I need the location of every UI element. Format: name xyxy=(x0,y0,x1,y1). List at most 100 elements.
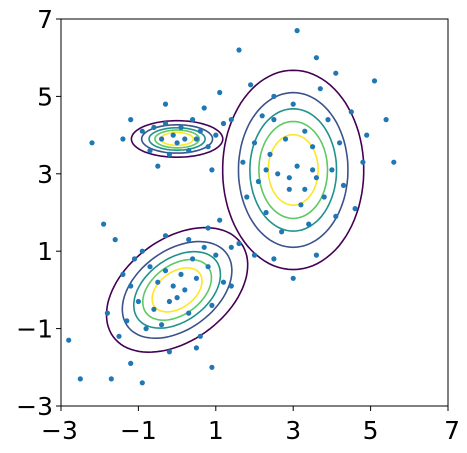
contour-line xyxy=(154,129,201,149)
data-point xyxy=(162,120,169,127)
data-point xyxy=(186,237,192,243)
data-point xyxy=(205,264,211,270)
data-point xyxy=(205,144,211,150)
contour-line xyxy=(249,107,338,232)
data-point xyxy=(197,128,203,134)
data-point xyxy=(108,376,114,382)
data-point xyxy=(120,271,126,277)
x-tick-label: 3 xyxy=(285,416,301,445)
data-point xyxy=(240,159,246,165)
data-point xyxy=(143,326,149,332)
data-point xyxy=(340,182,347,188)
data-point xyxy=(286,175,292,181)
data-point xyxy=(310,144,316,150)
data-point xyxy=(209,364,215,370)
data-point xyxy=(151,306,157,312)
data-point xyxy=(251,140,258,146)
data-point xyxy=(313,175,319,181)
data-point xyxy=(364,132,370,138)
data-point xyxy=(220,279,227,285)
data-point xyxy=(135,298,141,305)
data-point xyxy=(290,275,296,281)
contour-line xyxy=(148,127,206,151)
x-tick-label: −3 xyxy=(41,416,78,445)
data-point xyxy=(182,287,188,293)
data-point xyxy=(302,128,308,134)
data-point xyxy=(193,136,199,142)
data-point xyxy=(321,194,327,200)
data-point xyxy=(147,148,153,154)
data-point xyxy=(228,117,234,123)
data-point xyxy=(162,233,169,239)
x-tick-label: 7 xyxy=(444,416,460,445)
data-point xyxy=(178,124,184,130)
data-point xyxy=(228,244,234,250)
x-tick-label: 5 xyxy=(363,416,379,445)
data-point xyxy=(197,333,203,339)
data-point xyxy=(228,283,234,289)
data-point xyxy=(251,252,258,258)
y-tick-label: −3 xyxy=(16,392,53,421)
data-point xyxy=(201,244,207,250)
data-point xyxy=(166,151,172,157)
contour-line xyxy=(105,226,249,354)
data-point xyxy=(236,240,242,247)
contour-line xyxy=(142,258,213,322)
data-point xyxy=(162,101,169,107)
data-point xyxy=(310,167,316,173)
data-point xyxy=(139,380,145,386)
data-point xyxy=(186,148,192,154)
data-point xyxy=(201,105,207,111)
data-point xyxy=(236,47,242,53)
data-point xyxy=(333,70,339,76)
data-point xyxy=(282,136,289,142)
data-point xyxy=(371,78,378,84)
data-point xyxy=(263,167,269,173)
data-point xyxy=(159,136,165,142)
data-point xyxy=(391,159,397,165)
data-point xyxy=(116,333,122,339)
data-point xyxy=(174,140,180,146)
data-point xyxy=(217,89,223,96)
data-point xyxy=(294,163,300,169)
contour-line xyxy=(133,250,222,329)
data-point xyxy=(66,337,72,343)
data-point xyxy=(209,167,215,173)
data-point xyxy=(155,279,161,285)
contour-line xyxy=(121,240,233,340)
data-point xyxy=(174,295,180,301)
x-tick-label: 1 xyxy=(208,416,224,445)
data-point xyxy=(166,298,172,305)
contour-line xyxy=(237,91,349,249)
data-points xyxy=(66,28,397,386)
data-point xyxy=(151,124,157,130)
contour-line xyxy=(267,133,319,207)
data-point xyxy=(139,128,145,134)
contour-line xyxy=(130,119,224,158)
data-point xyxy=(271,93,277,99)
contour-line xyxy=(140,124,214,154)
data-point xyxy=(124,318,130,324)
data-point xyxy=(220,120,227,127)
data-point xyxy=(170,132,176,138)
y-tick-label: 1 xyxy=(37,237,53,266)
x-tick-label: −1 xyxy=(120,416,157,445)
data-point xyxy=(279,229,285,235)
data-point xyxy=(166,349,172,355)
data-point xyxy=(298,202,304,208)
data-point xyxy=(290,101,296,107)
data-point xyxy=(162,268,169,274)
data-point xyxy=(128,283,134,289)
data-point xyxy=(89,140,95,146)
data-point xyxy=(286,186,292,192)
data-point xyxy=(205,225,211,231)
data-point xyxy=(360,159,366,165)
data-point xyxy=(190,117,196,123)
contour-line xyxy=(258,120,329,220)
data-point xyxy=(329,167,335,173)
data-point xyxy=(244,194,250,200)
data-point xyxy=(352,206,358,212)
data-point xyxy=(170,283,176,289)
data-point xyxy=(147,264,153,270)
